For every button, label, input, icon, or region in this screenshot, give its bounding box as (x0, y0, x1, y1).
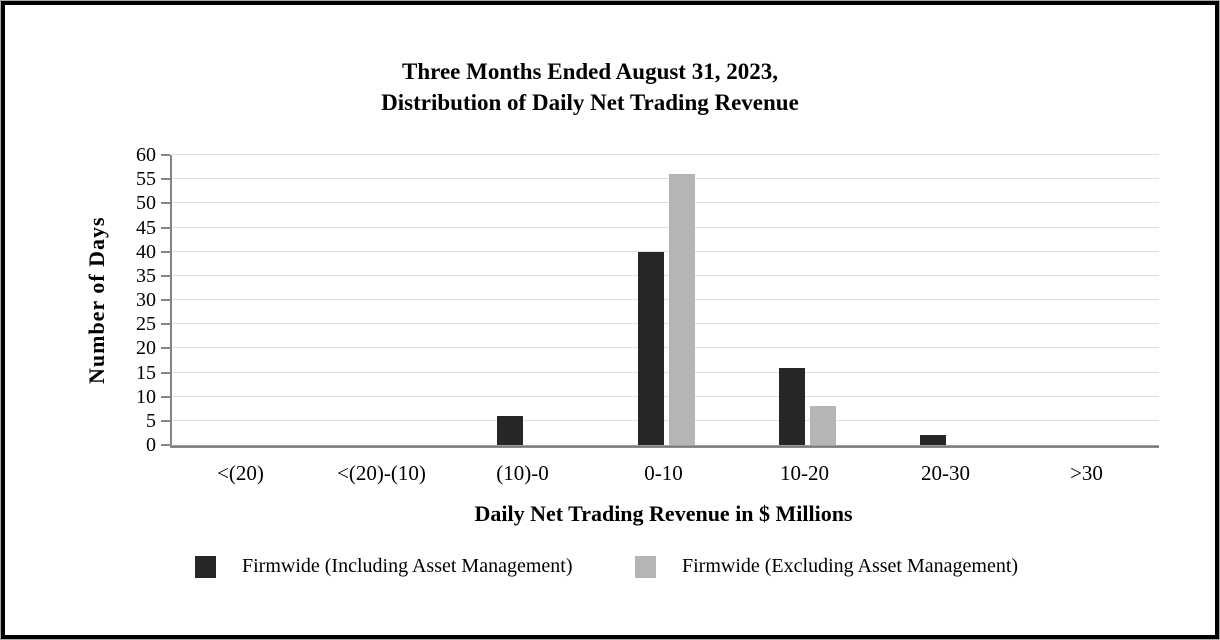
legend-item-excluding-am: Firmwide (Excluding Asset Management) (635, 555, 1018, 578)
y-axis-tick-labels: 0 5 10 15 20 25 30 35 40 45 50 55 60 (104, 144, 162, 456)
y-tick-label-20: 20 (136, 337, 156, 360)
gridline-y-45 (172, 226, 1159, 228)
gridline-y-40 (172, 250, 1159, 252)
bar-including-am-10-20 (778, 367, 805, 445)
y-tick-50 (161, 202, 170, 205)
y-tick-label-15: 15 (136, 361, 156, 384)
y-tick-label-25: 25 (136, 313, 156, 336)
gridline-y-10 (172, 395, 1159, 397)
gridline-y-15 (172, 371, 1159, 373)
bar-including-am-20-30 (919, 435, 946, 445)
y-tick-label-5: 5 (146, 409, 156, 432)
gridline-y-30 (172, 299, 1159, 300)
y-tick-15 (161, 371, 170, 374)
bar-excluding-am-0-10 (668, 174, 695, 445)
y-tick-10 (161, 395, 170, 398)
gridline-y-5 (172, 419, 1159, 421)
chart-title: Three Months Ended August 31, 2023, Dist… (150, 56, 1030, 118)
chart-title-line-2: Distribution of Daily Net Trading Revenu… (381, 90, 799, 115)
y-tick-label-35: 35 (136, 264, 156, 287)
gridline-y-50 (172, 202, 1159, 204)
chart-title-line-1: Three Months Ended August 31, 2023, (402, 59, 778, 84)
y-tick-label-40: 40 (136, 240, 156, 263)
x-tick-label-6: >30 (1070, 461, 1103, 485)
y-tick-label-50: 50 (136, 192, 156, 215)
y-tick-5 (161, 419, 170, 422)
y-tick-label-55: 55 (136, 168, 156, 191)
y-tick-25 (161, 323, 170, 326)
x-axis-line (170, 445, 1159, 448)
y-tick-20 (161, 347, 170, 350)
y-tick-55 (161, 178, 170, 181)
x-tick-label-3: 0-10 (644, 461, 683, 485)
bar-including-am-0-10 (637, 251, 664, 445)
gridline-y-25 (172, 323, 1159, 325)
x-axis-tick-labels: <(20) <(20)-(10) (10)-0 0-10 10-20 20-30 >30 (170, 461, 1157, 489)
y-tick-label-30: 30 (136, 289, 156, 311)
gridline-y-35 (172, 274, 1159, 276)
x-axis-title: Daily Net Trading Revenue in $ Millions (474, 501, 853, 526)
y-tick-40 (161, 250, 170, 253)
legend-label-including-am: Firmwide (Including Asset Management) (242, 555, 573, 577)
gridline-y-20 (172, 347, 1159, 349)
x-tick-label-2: (10)-0 (496, 461, 549, 485)
legend-item-including-am: Firmwide (Including Asset Management) (195, 555, 573, 578)
x-tick-label-0: <(20) (217, 461, 264, 485)
legend-swatch-excluding-am (635, 555, 656, 578)
gridline-y-60 (172, 154, 1159, 155)
x-tick-label-1: <(20)-(10) (337, 461, 426, 485)
y-tick-label-0: 0 (146, 434, 156, 456)
legend-label-excluding-am: Firmwide (Excluding Asset Management) (682, 555, 1019, 577)
bar-including-am-(10)-0 (496, 416, 523, 445)
y-tick-label-10: 10 (136, 385, 156, 408)
x-tick-label-4: 10-20 (780, 461, 829, 485)
y-tick-0 (161, 444, 170, 446)
y-tick-60 (161, 154, 170, 156)
legend-swatch-including-am (195, 555, 216, 578)
y-tick-label-45: 45 (136, 216, 156, 239)
y-tick-30 (161, 299, 170, 301)
y-tick-45 (161, 226, 170, 229)
gridline-y-55 (172, 178, 1159, 180)
plot-area (161, 154, 1159, 448)
bar-excluding-am-10-20 (809, 406, 836, 445)
y-tick-label-60: 60 (136, 144, 156, 166)
x-tick-label-5: 20-30 (921, 461, 970, 485)
y-tick-35 (161, 274, 170, 277)
